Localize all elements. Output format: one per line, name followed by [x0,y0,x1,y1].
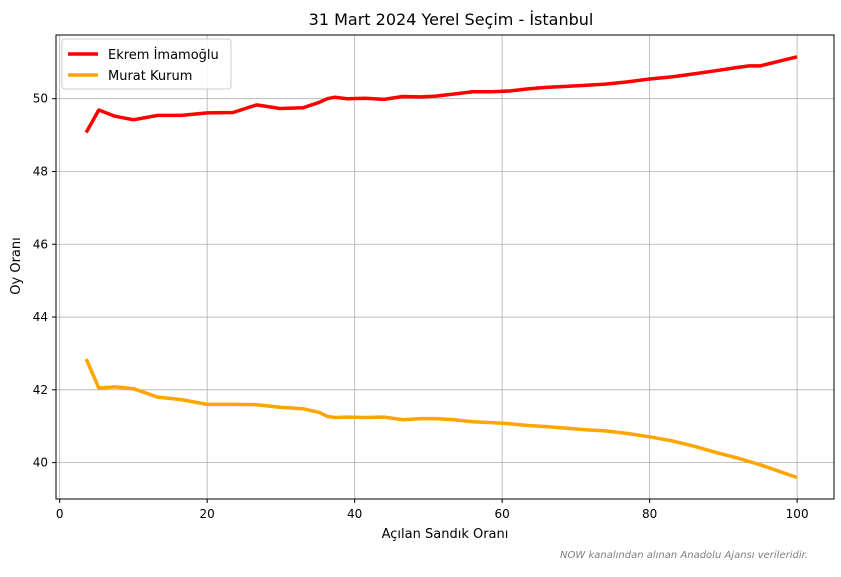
x-tick-label: 60 [495,507,510,521]
x-tick-label: 20 [200,507,215,521]
legend-box [61,38,232,90]
legend-label-imamoglu: Ekrem İmamoğlu [108,47,219,63]
x-tick-label: 40 [347,507,362,521]
source-footnote: NOW kanalından alınan Anadolu Ajansı ver… [560,550,808,561]
series-line-kurum [84,358,798,480]
series-line-imamoglu [84,55,798,134]
y-tick-label: 50 [33,92,48,106]
y-tick-label: 40 [33,456,48,470]
legend: Ekrem İmamoğlu Murat Kurum [61,38,232,90]
x-tick-label: 0 [56,507,64,521]
x-tick-label: 100 [786,507,809,521]
legend-label-kurum: Murat Kurum [108,69,192,84]
x-axis-label: Açılan Sandık Oranı [382,527,509,542]
chart-title: 31 Mart 2024 Yerel Seçim - İstanbul [309,10,594,29]
plot-frame [55,34,835,500]
y-tick-label: 48 [33,164,48,178]
y-tick-label: 46 [33,237,48,251]
y-tick-label: 44 [33,310,48,324]
y-tick-label: 42 [33,383,48,397]
y-axis-label: Oy Oranı [9,237,24,294]
x-tick-label: 80 [642,507,657,521]
